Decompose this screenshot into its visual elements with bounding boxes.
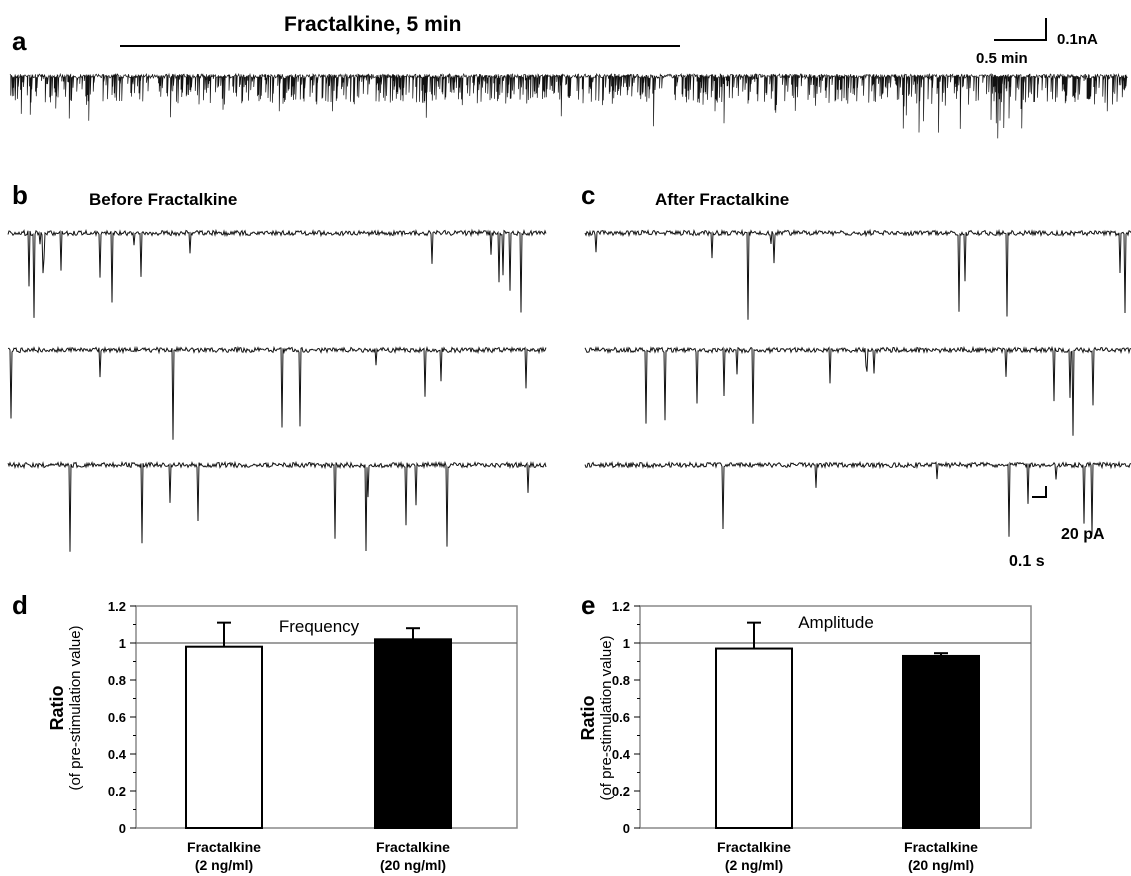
y-tick-label: 0.4 — [108, 747, 127, 762]
y-tick-label: 1.2 — [612, 599, 630, 614]
category-label-2-line1: Fractalkine — [904, 839, 978, 855]
after-trace-1 — [584, 228, 1131, 320]
panel-c-letter: c — [581, 180, 596, 210]
category-label-2-line2: (20 ng/ml) — [908, 857, 974, 873]
bar-2 — [374, 638, 452, 829]
y-tick-label: 1 — [623, 636, 630, 651]
y-tick-label: 0.8 — [612, 673, 630, 688]
category-label-2-line2: (20 ng/ml) — [380, 857, 446, 873]
before-trace-2 — [8, 345, 547, 440]
y-tick-label: 0.2 — [612, 784, 630, 799]
y-tick-label: 0.8 — [108, 673, 126, 688]
chart-title: Amplitude — [798, 613, 874, 632]
bar-2 — [902, 654, 980, 829]
category-label-2-line1: Fractalkine — [376, 839, 450, 855]
panel-d-letter: d — [12, 590, 28, 620]
stimulus-label: Fractalkine, 5 min — [284, 13, 462, 36]
after-trace-2 — [584, 345, 1131, 436]
panel-b-title: Before Fractalkine — [89, 190, 238, 209]
y-tick-label: 0.2 — [108, 784, 126, 799]
panel-c-title: After Fractalkine — [655, 190, 790, 209]
category-label-1-line1: Fractalkine — [187, 839, 261, 855]
y-axis-label: Ratio — [578, 695, 598, 740]
panel-a-scale-bar — [994, 18, 1047, 41]
category-label-1-line1: Fractalkine — [717, 839, 791, 855]
y-tick-label: 0.6 — [612, 710, 630, 725]
category-label-1-line2: (2 ng/ml) — [195, 857, 253, 873]
panel-bc-trace-area — [7, 228, 1131, 552]
before-trace-1 — [7, 228, 547, 318]
y-tick-label: 0.4 — [612, 747, 631, 762]
bar-1 — [715, 647, 793, 829]
y-tick-label: 0 — [119, 821, 126, 836]
y-tick-label: 1.2 — [108, 599, 126, 614]
y-axis-sublabel: (of pre-stimulation value) — [67, 625, 84, 790]
panel-c-scale-current: 20 pA — [1061, 526, 1105, 543]
y-axis-sublabel: (of pre-stimulation value) — [598, 635, 615, 800]
panel-a-letter: a — [12, 26, 27, 56]
before-trace-3 — [7, 460, 547, 552]
amplitude-chart: 0 0.2 0.4 0.6 0.8 1 1.2 Amplitude Ratio (of pr… — [578, 599, 1032, 873]
after-trace-3 — [584, 460, 1131, 537]
panel-e-letter: e — [581, 590, 596, 620]
panel-a-scale-time: 0.5 min — [976, 50, 1028, 67]
panel-a-scale-current: 0.1nA — [1057, 31, 1098, 48]
frequency-chart: 0 0.2 0.4 0.6 0.8 1 1.2 Frequency Ratio (of pr… — [47, 599, 518, 873]
chart-title: Frequency — [279, 617, 360, 636]
panel-a-trace-area — [9, 18, 1128, 139]
y-tick-label: 0.6 — [108, 710, 126, 725]
panel-c-scale-time: 0.1 s — [1009, 553, 1045, 570]
panel-a-trace — [9, 72, 1128, 139]
y-axis-label: Ratio — [47, 685, 67, 730]
panel-c-scale-bar — [1032, 486, 1047, 498]
y-tick-label: 0 — [623, 821, 630, 836]
bar-1 — [185, 645, 263, 830]
y-tick-label: 1 — [119, 636, 126, 651]
panel-b-letter: b — [12, 180, 28, 210]
category-label-1-line2: (2 ng/ml) — [725, 857, 783, 873]
